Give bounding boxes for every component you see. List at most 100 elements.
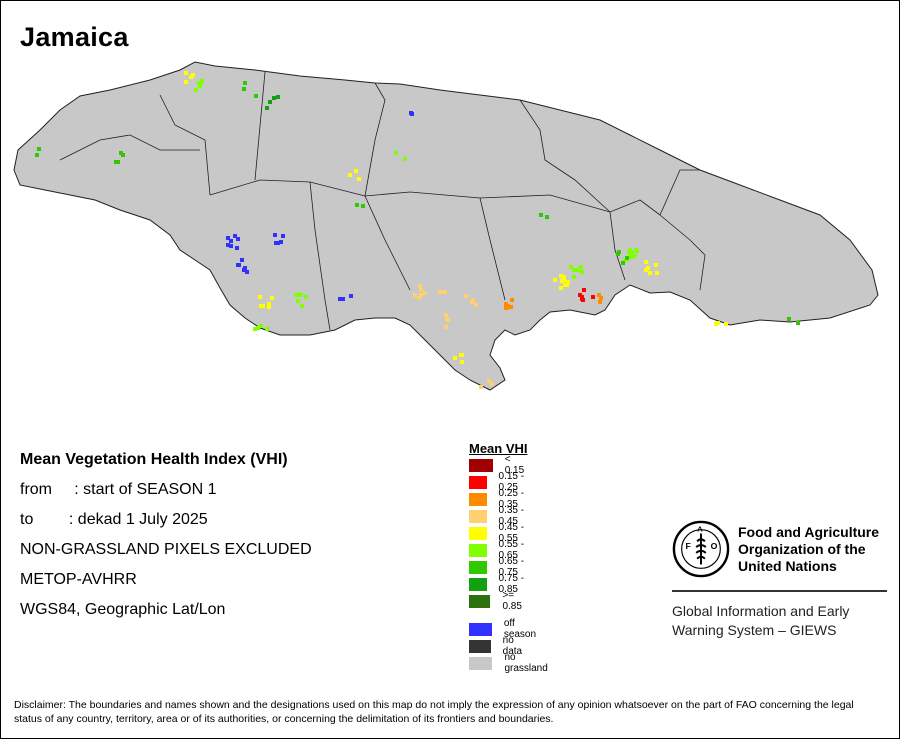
parish-border xyxy=(209,179,661,216)
legend-swatch xyxy=(469,594,491,608)
legend-label: 0.15 - 0.25 xyxy=(498,471,525,493)
vhi-pixel xyxy=(487,379,491,383)
vhi-pixel xyxy=(403,157,407,161)
vhi-pixel xyxy=(226,236,230,240)
vhi-pixel xyxy=(453,356,457,360)
vhi-pixel xyxy=(471,298,475,302)
vhi-pixel xyxy=(444,313,448,317)
legend-label: 0.45 - 0.55 xyxy=(498,522,525,544)
vhi-pixel xyxy=(304,295,308,299)
legend-swatch xyxy=(469,543,487,557)
legend-item: < 0.15 xyxy=(469,454,528,476)
vhi-pixel xyxy=(184,71,188,75)
vhi-pixel xyxy=(268,100,272,104)
vhi-pixel xyxy=(242,87,246,91)
parish-border xyxy=(519,99,611,213)
vhi-pixel xyxy=(539,213,543,217)
vhi-pixel xyxy=(598,300,602,304)
vhi-pixel xyxy=(236,237,240,241)
legend-item: off season xyxy=(469,618,541,640)
vhi-pixel xyxy=(617,250,621,254)
legend-swatch xyxy=(469,656,493,670)
vhi-pixel xyxy=(474,303,478,307)
vhi-pixel xyxy=(281,234,285,238)
vhi-pixel xyxy=(724,322,728,326)
vhi-pixel xyxy=(267,302,271,306)
vhi-pixel xyxy=(565,283,569,287)
jamaica-map xyxy=(13,61,879,391)
vhi-pixel xyxy=(627,251,631,255)
vhi-pixel xyxy=(233,234,237,238)
vhi-pixel xyxy=(490,382,494,386)
legend-label: 0.65 - 0.75 xyxy=(498,556,525,578)
vhi-pixel xyxy=(628,248,632,252)
vhi-pixel xyxy=(581,298,585,302)
vhi-pixel xyxy=(235,246,239,250)
vhi-pixel xyxy=(236,263,240,267)
legend-item: no grassland xyxy=(469,652,552,674)
vhi-pixel xyxy=(242,268,246,272)
sensor-name: METOP-AVHRR xyxy=(20,571,137,588)
vhi-pixel xyxy=(591,295,595,299)
logo-divider xyxy=(672,590,887,592)
exclusion-note: NON-GRASSLAND PIXELS EXCLUDED xyxy=(20,541,312,558)
legend-swatch xyxy=(469,639,491,653)
vhi-pixel xyxy=(270,296,274,300)
vhi-pixel xyxy=(417,296,421,300)
parish-border xyxy=(59,134,200,161)
vhi-pixel xyxy=(644,268,648,272)
legend-swatch xyxy=(469,622,492,636)
vhi-pixel xyxy=(569,265,573,269)
legend-label: no grassland xyxy=(504,652,548,674)
parish-border xyxy=(479,197,506,301)
vhi-pixel xyxy=(296,299,300,303)
from-row: from : start of SEASON 1 xyxy=(20,475,312,505)
legend-label: >= 0.85 xyxy=(502,590,522,612)
parish-border xyxy=(609,211,626,281)
vhi-pixel xyxy=(559,286,563,290)
vhi-pixel xyxy=(35,153,39,157)
legend-label: no data xyxy=(502,635,523,657)
vhi-pixel xyxy=(265,327,269,331)
legend-swatch xyxy=(469,526,487,540)
vhi-pixel xyxy=(566,280,570,284)
giews-line-1: Global Information and Early xyxy=(672,603,850,619)
vhi-pixel xyxy=(654,263,658,267)
vhi-pixel xyxy=(580,270,584,274)
vhi-pixel xyxy=(644,260,648,264)
vhi-pixel xyxy=(576,268,580,272)
legend-item: 0.55 - 0.65 xyxy=(469,539,528,561)
vhi-pixel xyxy=(229,244,233,248)
vhi-pixel xyxy=(423,291,427,295)
vhi-pixel xyxy=(197,81,201,85)
legend-swatch xyxy=(469,560,487,574)
vhi-pixel xyxy=(265,106,269,110)
vhi-pixel xyxy=(279,240,283,244)
giews-line-2: Warning System – GIEWS xyxy=(672,622,837,638)
to-label: to xyxy=(20,511,34,528)
vhi-pixel xyxy=(633,254,637,258)
projection-note: WGS84, Geographic Lat/Lon xyxy=(20,601,226,618)
vhi-pixel xyxy=(198,84,202,88)
vhi-pixel xyxy=(419,293,423,297)
vhi-pixel xyxy=(597,293,601,297)
vhi-pixel xyxy=(229,239,233,243)
vhi-pixel xyxy=(445,317,449,321)
vhi-pixel xyxy=(394,151,398,155)
vhi-pixel xyxy=(630,251,634,255)
parish-border xyxy=(309,181,331,331)
legend-label: 0.25 - 0.35 xyxy=(498,488,525,510)
vhi-pixel xyxy=(300,304,304,308)
legend-item: 0.65 - 0.75 xyxy=(469,556,528,578)
vhi-pixel xyxy=(460,353,464,357)
legend-label: 0.75 - 0.85 xyxy=(498,573,525,595)
vhi-pixel xyxy=(418,284,422,288)
vhi-pixel xyxy=(443,290,447,294)
parish-border xyxy=(254,71,266,181)
vhi-pixel xyxy=(338,297,342,301)
index-heading: Mean Vegetation Health Index (VHI) xyxy=(20,451,288,468)
vhi-pixel xyxy=(578,293,582,297)
parish-border xyxy=(364,195,411,291)
vhi-pixel xyxy=(599,296,603,300)
vhi-pixel xyxy=(240,258,244,262)
